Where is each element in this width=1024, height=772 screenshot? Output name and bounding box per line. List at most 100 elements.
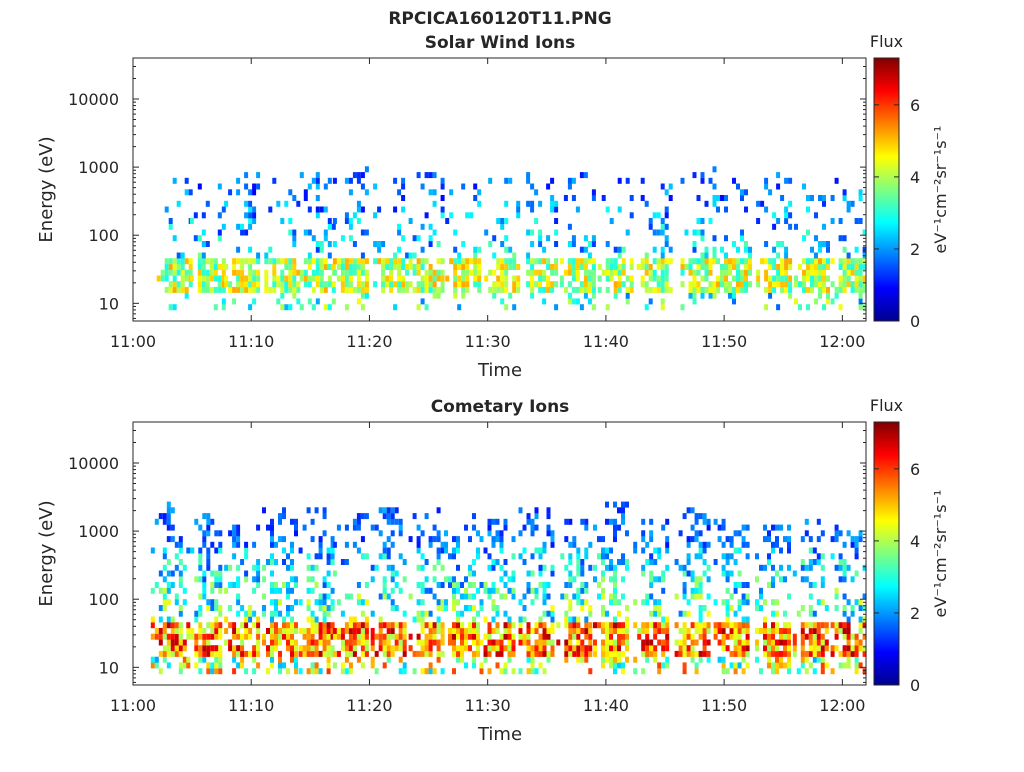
- heatmap-cell: [858, 264, 863, 270]
- heatmap-cell: [280, 258, 285, 265]
- heatmap-cell: [202, 656, 207, 663]
- heatmap-cell: [436, 286, 441, 293]
- heatmap-cell: [784, 252, 789, 259]
- heatmap-cell: [644, 286, 649, 293]
- heatmap-cell: [382, 587, 387, 594]
- heatmap-cell: [266, 524, 270, 531]
- heatmap-cell: [332, 241, 337, 247]
- heatmap-cell: [286, 628, 290, 634]
- heatmap-cell: [348, 633, 353, 640]
- heatmap-cell: [692, 241, 697, 247]
- heatmap-cell: [310, 587, 315, 594]
- heatmap-cell: [664, 264, 669, 270]
- heatmap-cell: [272, 269, 277, 276]
- heatmap-cell: [842, 570, 847, 577]
- heatmap-cell: [508, 246, 513, 253]
- heatmap-cell: [356, 524, 361, 531]
- heatmap-cell: [858, 622, 863, 629]
- heatmap-cell: [708, 281, 713, 288]
- heatmap-cell: [348, 189, 353, 196]
- heatmap-cell: [728, 281, 732, 288]
- heatmap-cell: [440, 206, 445, 213]
- heatmap-cell: [692, 286, 697, 293]
- heatmap-cell: [745, 553, 750, 560]
- heatmap-cell: [660, 264, 665, 270]
- heatmap-cell: [698, 610, 703, 617]
- heatmap-cell: [322, 622, 327, 629]
- heatmap-cell: [252, 298, 257, 305]
- heatmap-cell: [826, 298, 830, 305]
- heatmap-cell: [572, 616, 577, 623]
- heatmap-cell: [496, 286, 501, 293]
- heatmap-cell: [428, 189, 433, 196]
- heatmap-cell: [164, 269, 169, 276]
- heatmap-cell: [846, 616, 851, 623]
- heatmap-cell: [210, 587, 215, 594]
- heatmap-cell: [725, 668, 730, 675]
- heatmap-cell: [798, 281, 802, 288]
- heatmap-cell: [483, 650, 488, 657]
- heatmap-cell: [629, 275, 634, 282]
- heatmap-cell: [444, 599, 448, 606]
- heatmap-cell: [567, 281, 572, 288]
- heatmap-cell: [808, 622, 813, 629]
- heatmap-cell: [748, 281, 752, 288]
- heatmap-cell: [546, 183, 551, 190]
- heatmap-cell: [538, 275, 543, 282]
- heatmap-cell: [621, 633, 625, 640]
- heatmap-cell: [408, 264, 413, 270]
- heatmap-cell: [420, 258, 425, 265]
- heatmap-cell: [405, 269, 410, 276]
- heatmap-cell: [214, 570, 219, 577]
- heatmap-cell: [322, 593, 327, 600]
- heatmap-cell: [826, 286, 830, 293]
- heatmap-cell: [262, 507, 266, 514]
- heatmap-cell: [327, 264, 332, 270]
- heatmap-cell: [487, 628, 492, 634]
- heatmap-cell: [733, 645, 738, 652]
- heatmap-cell: [792, 639, 797, 646]
- heatmap-cell: [816, 599, 821, 606]
- heatmap-cell: [512, 304, 517, 311]
- heatmap-cell: [348, 235, 353, 242]
- y-tick-label: 10: [99, 658, 119, 677]
- heatmap-cell: [386, 656, 391, 663]
- heatmap-cell: [838, 530, 843, 537]
- heatmap-cell: [266, 645, 270, 652]
- heatmap-cell: [617, 246, 622, 253]
- heatmap-cell: [166, 662, 171, 669]
- heatmap-cell: [682, 587, 687, 594]
- heatmap-cell: [629, 264, 634, 270]
- heatmap-cell: [542, 633, 547, 640]
- heatmap-cell: [352, 524, 357, 531]
- colorbar-gradient: [873, 57, 900, 322]
- heatmap-cell: [834, 645, 839, 652]
- heatmap-cell: [694, 530, 699, 537]
- heatmap-cell: [830, 622, 835, 629]
- heatmap-cell: [518, 599, 523, 606]
- heatmap-cell: [158, 650, 163, 657]
- heatmap-cell: [189, 275, 194, 282]
- heatmap-cell: [609, 593, 613, 600]
- heatmap-cell: [665, 662, 670, 669]
- heatmap-cell: [382, 645, 387, 652]
- heatmap-cell: [613, 518, 617, 525]
- heatmap-cell: [479, 668, 484, 675]
- heatmap-cell: [274, 541, 278, 548]
- heatmap-cell: [420, 622, 425, 629]
- heatmap-cell: [787, 645, 791, 652]
- heatmap-cell: [440, 212, 445, 219]
- heatmap-cell: [613, 570, 617, 577]
- heatmap-cell: [842, 275, 847, 282]
- heatmap-cell: [495, 536, 500, 543]
- heatmap-cell: [862, 564, 867, 571]
- heatmap-cell: [424, 286, 429, 293]
- heatmap-cell: [806, 286, 810, 293]
- heatmap-cell: [605, 650, 609, 657]
- heatmap-cell: [822, 275, 826, 282]
- heatmap-cell: [236, 576, 241, 583]
- heatmap-cell: [150, 633, 155, 640]
- heatmap-cell: [850, 645, 855, 652]
- heatmap-cell: [240, 286, 245, 293]
- heatmap-cell: [398, 633, 403, 640]
